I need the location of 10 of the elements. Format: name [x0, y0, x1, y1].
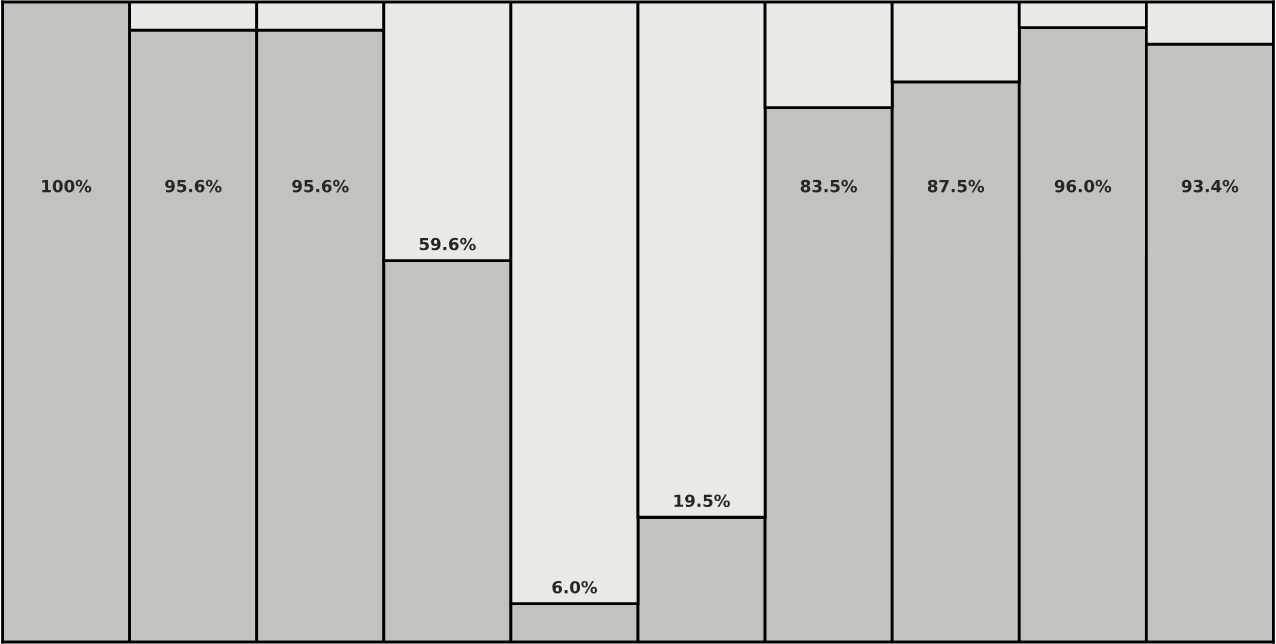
data-label: 93.4%	[1181, 179, 1239, 193]
data-label: 95.6%	[292, 179, 349, 193]
data-label: 100%	[42, 179, 92, 193]
data-label: 87.5%	[927, 179, 985, 193]
data-label: 6.0%	[552, 580, 598, 594]
data-label: 83.5%	[800, 179, 858, 193]
data-label: 59.6%	[419, 237, 476, 251]
data-label: 19.5%	[674, 494, 730, 508]
data-label: 96.0%	[1054, 179, 1112, 193]
data-label: 95.6%	[165, 179, 222, 193]
